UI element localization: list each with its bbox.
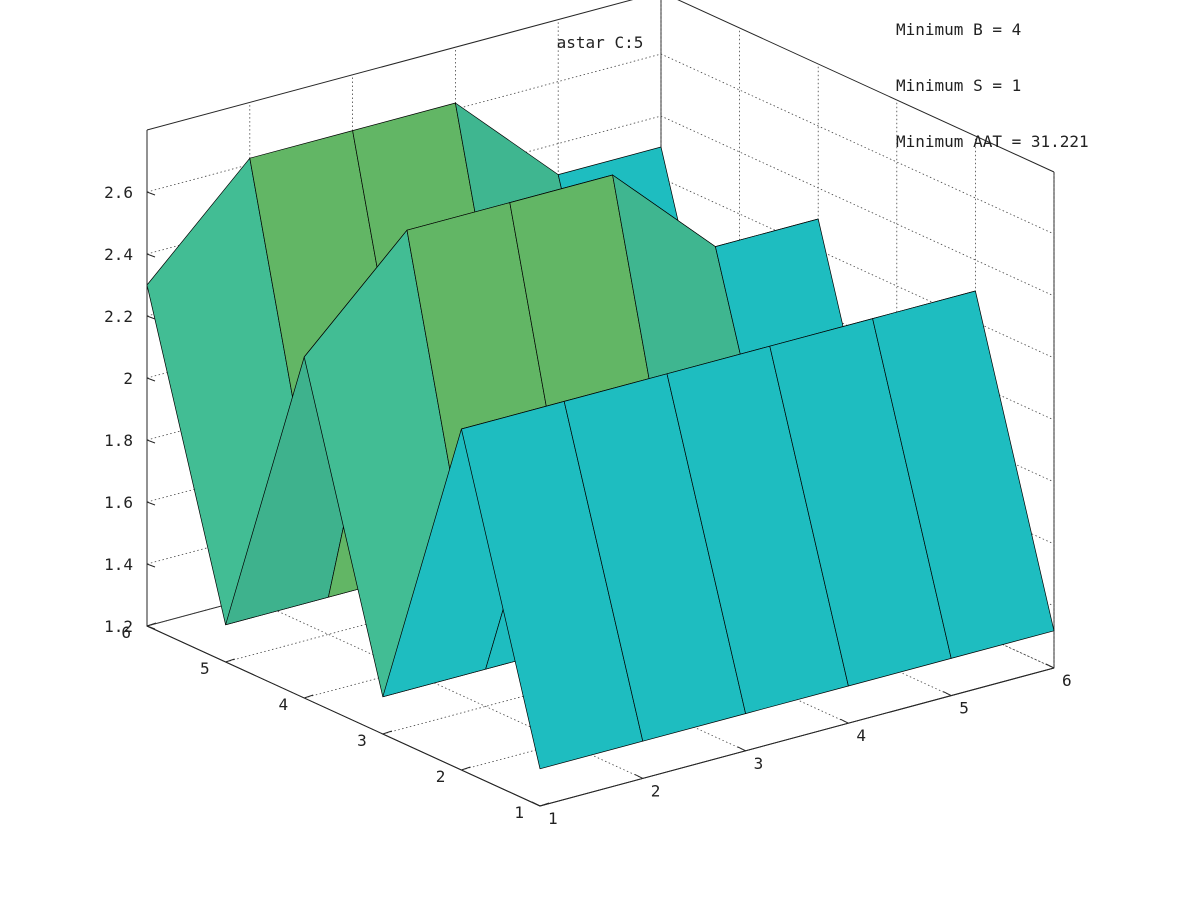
x-tick-label: 2 <box>651 781 661 800</box>
z-tick-mark <box>146 625 156 630</box>
y-tick-mark <box>225 658 235 663</box>
z-tick-mark <box>146 439 156 444</box>
z-tick-label: 2.2 <box>104 307 133 326</box>
x-tick-label: 3 <box>754 754 764 773</box>
x-tick-mark <box>531 801 541 807</box>
y-tick-label: 4 <box>279 695 289 714</box>
z-tick-label: 2.4 <box>104 245 133 264</box>
surface-face <box>872 290 1055 659</box>
x-tick-mark <box>737 746 746 752</box>
back-top-edge-x <box>146 0 634 131</box>
chart-title: astar C:5 <box>557 33 644 52</box>
y-tick-label: 2 <box>436 767 446 786</box>
z-tick-label: 1.2 <box>104 617 133 636</box>
y-tick-mark <box>461 766 471 771</box>
z-tick-mark <box>146 377 156 382</box>
y-tick-mark <box>146 622 157 627</box>
x-tick-mark <box>634 773 644 779</box>
y-tick-mark <box>382 730 392 735</box>
x-tick-mark <box>942 691 952 697</box>
x-tick-label: 6 <box>1062 671 1072 690</box>
x-axis-line <box>539 667 1055 807</box>
annotation-min-b: Minimum B = 4 <box>896 20 1021 39</box>
y-tick-mark <box>539 802 550 807</box>
annotation-min-s: Minimum S = 1 <box>896 76 1021 95</box>
z-tick-label: 1.8 <box>104 431 133 450</box>
z-tick-mark <box>146 563 156 568</box>
x-tick-label: 4 <box>856 726 866 745</box>
surface <box>146 102 1055 770</box>
z-tick-label: 2.6 <box>104 183 133 202</box>
back-top-edge-y <box>677 0 1055 173</box>
z-tick-mark <box>146 191 156 196</box>
z-tick-mark <box>146 315 156 320</box>
y-tick-label: 5 <box>200 659 210 678</box>
y-axis-line <box>146 625 541 807</box>
x-tick-mark <box>840 718 849 724</box>
y-tick-label: 6 <box>121 623 131 642</box>
z-tick-mark <box>146 501 156 506</box>
annotation-min-aat: Minimum AAT = 31.221 <box>896 132 1089 151</box>
z-tick-mark <box>146 253 156 258</box>
y-tick-label: 3 <box>357 731 367 750</box>
x-tick-label: 1 <box>548 809 558 828</box>
z-tick-label: 1.4 <box>104 555 133 574</box>
x-tick-label: 5 <box>959 699 969 718</box>
y-tick-label: 1 <box>514 803 524 822</box>
x-tick-mark <box>1045 663 1055 669</box>
y-tick-mark <box>304 694 314 699</box>
z-tick-label: 2 <box>123 369 133 388</box>
z-tick-label: 1.6 <box>104 493 133 512</box>
